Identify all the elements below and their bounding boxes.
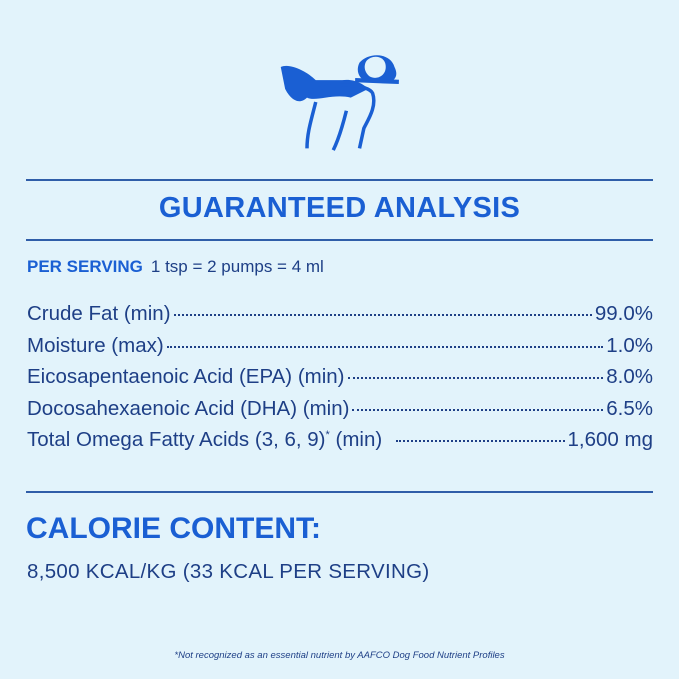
dog-with-bone-icon xyxy=(280,55,399,151)
table-row: Moisture (max) 1.0% xyxy=(27,334,653,366)
nutrient-name: Crude Fat (min) xyxy=(27,302,171,325)
analysis-table: Crude Fat (min) 99.0% Moisture (max) 1.0% … xyxy=(27,302,653,460)
dot-leader xyxy=(166,345,604,348)
table-row: Eicosapentaenoic Acid (EPA) (min) 8.0% xyxy=(27,365,653,397)
nutrient-qualifier: (min) xyxy=(335,428,383,451)
table-row: Crude Fat (min) 99.0% xyxy=(27,302,653,334)
nutrient-value: 8.0% xyxy=(606,365,653,388)
nutrient-value: 1,600 mg xyxy=(567,428,653,451)
nutrient-value: 1.0% xyxy=(606,333,653,357)
dot-leader xyxy=(352,408,604,411)
table-row: Total Omega Fatty Acids (3, 6, 9)* (min)… xyxy=(27,428,653,460)
nutrient-value: 6.5% xyxy=(606,396,653,420)
divider xyxy=(26,179,653,181)
dot-leader xyxy=(396,440,565,442)
dot-leader xyxy=(347,377,604,379)
nutrient-name: Moisture (max) xyxy=(27,333,164,357)
dot-leader xyxy=(173,314,592,316)
serving-info: PER SERVING 1 tsp = 2 pumps = 4 ml xyxy=(27,257,324,277)
serving-label: PER SERVING xyxy=(27,257,143,276)
calorie-heading: CALORIE CONTENT: xyxy=(26,512,321,545)
calorie-value: 8,500 KCAL/KG (33 KCAL PER SERVING) xyxy=(27,560,430,583)
footnote-mark: * xyxy=(325,429,330,442)
nutrient-name: Eicosapentaenoic Acid (EPA) (min) xyxy=(27,365,345,388)
nutrient-name: Total Omega Fatty Acids (3, 6, 9)* (min) xyxy=(27,428,382,452)
table-row: Docosahexaenoic Acid (DHA) (min) 6.5% xyxy=(27,397,653,429)
page-title: GUARANTEED ANALYSIS xyxy=(158,192,521,224)
nutrient-name: Docosahexaenoic Acid (DHA) (min) xyxy=(27,396,350,420)
divider xyxy=(26,491,653,493)
footnote: *Not recognized as an essential nutrient… xyxy=(174,650,505,661)
nutrient-name-text: Total Omega Fatty Acids (3, 6, 9) xyxy=(27,428,326,451)
divider xyxy=(26,239,653,241)
serving-value: 1 tsp = 2 pumps = 4 ml xyxy=(150,257,324,276)
nutrient-value: 99.0% xyxy=(594,302,653,325)
